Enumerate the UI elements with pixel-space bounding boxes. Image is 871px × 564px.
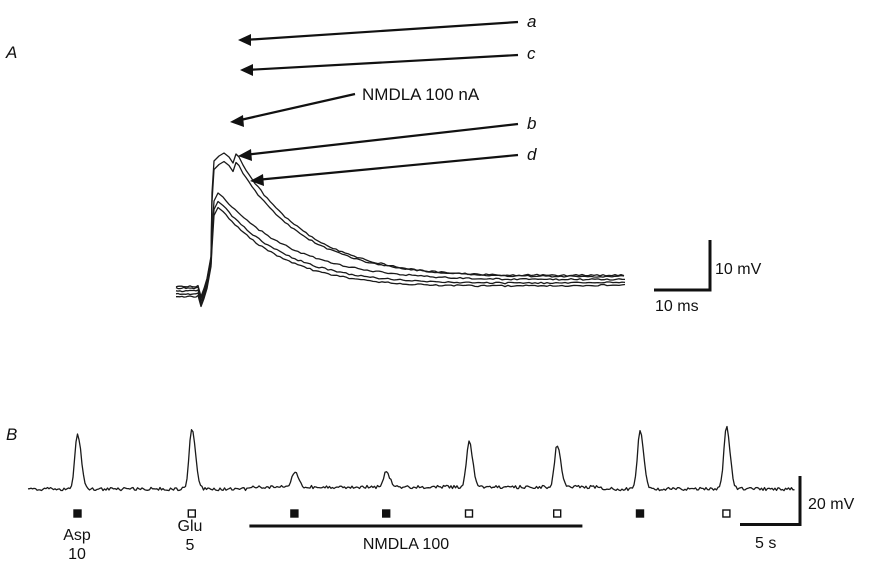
scale-bar-b-s-label: 5 s [755, 535, 776, 552]
marker-filled-6 [635, 509, 645, 518]
annotation-b: b [527, 114, 536, 133]
marker-asp-label: Asp [63, 527, 91, 544]
marker-glu-dose: 5 [186, 537, 195, 554]
arrow-d [255, 153, 519, 182]
trace-c [175, 160, 625, 298]
annotation-c: c [527, 44, 536, 63]
annotation-d: d [527, 145, 537, 164]
annotation-nmdla: NMDLA 100 nA [362, 85, 480, 104]
marker-filled-0 [73, 509, 82, 518]
trace-nmdla-100-na [175, 192, 626, 302]
panel-b-scale-bar [740, 476, 802, 526]
marker-filled-2 [290, 509, 299, 518]
panel-a-annotations [230, 20, 519, 186]
arrowhead-d [250, 174, 264, 186]
panel-a-scale-bar [654, 240, 712, 292]
scale-bar-b-mv-label: 20 mV [808, 496, 855, 513]
scale-bar-a-mv-label: 10 mV [715, 261, 762, 278]
arrow-c [245, 53, 519, 72]
panel-b-label: B [6, 425, 17, 444]
marker-glu-label: Glu [178, 518, 203, 535]
arrow-a [243, 20, 519, 42]
marker-open-7 [722, 509, 731, 518]
trace-d [175, 206, 626, 308]
panel-b-trace [27, 425, 795, 492]
arrowhead-b [238, 149, 252, 161]
panel-b-markers [73, 509, 731, 518]
arrowhead-nmdla [230, 115, 244, 127]
panel-a-label: A [5, 43, 17, 62]
marker-open-1 [187, 509, 197, 518]
trace-b [175, 200, 626, 305]
arrow-b [243, 122, 519, 157]
arrowhead-a [238, 34, 251, 46]
annotation-a: a [527, 12, 536, 31]
arrow-nmdla [235, 92, 356, 123]
marker-asp-dose: 10 [68, 546, 86, 563]
nmdla-application-label: NMDLA 100 [363, 536, 449, 553]
scale-bar-a-ms-label: 10 ms [655, 298, 699, 315]
marker-open-5 [553, 509, 562, 518]
panel-a-traces [175, 152, 626, 308]
marker-open-4 [464, 509, 474, 518]
marker-filled-3 [382, 509, 391, 518]
arrowhead-c [240, 64, 253, 76]
